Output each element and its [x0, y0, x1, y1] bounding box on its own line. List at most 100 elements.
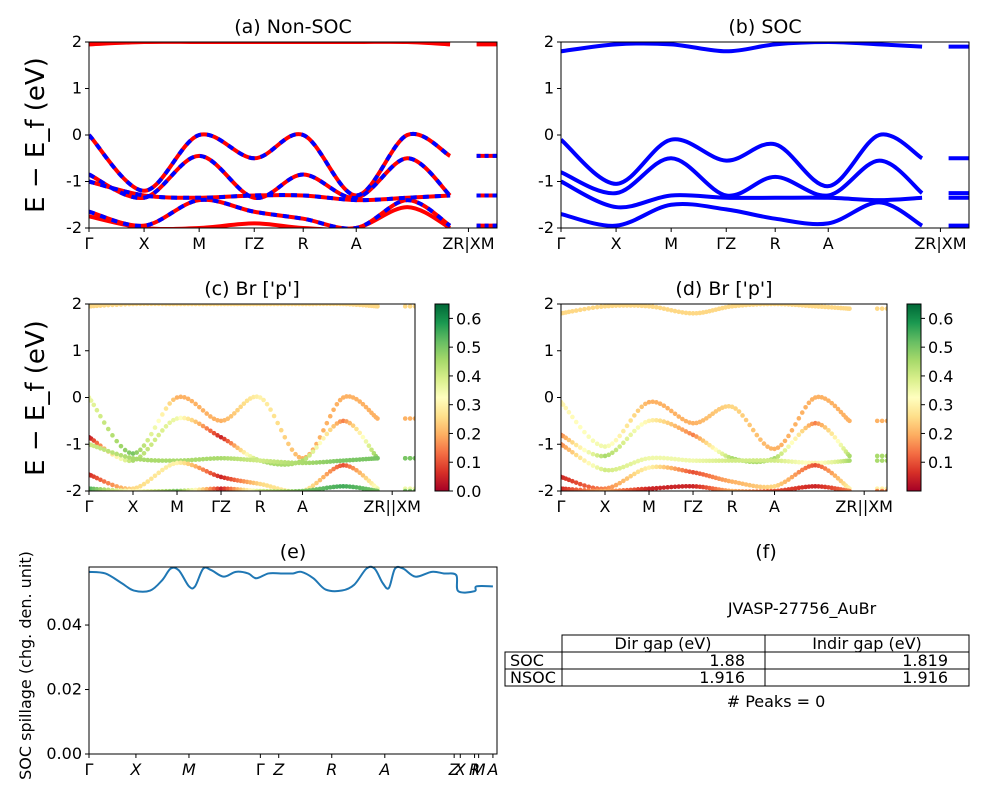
peaks-count: # Peaks = 0 — [727, 692, 826, 711]
projection-point — [286, 460, 291, 465]
projection-point — [594, 304, 600, 310]
projection-point — [635, 469, 641, 475]
projection-point — [204, 426, 210, 431]
projection-point — [307, 460, 312, 466]
projection-point — [606, 467, 611, 473]
projection-point — [211, 472, 217, 477]
band-line — [89, 205, 452, 228]
projection-point — [687, 430, 692, 436]
projection-point — [327, 413, 333, 419]
projection-point — [185, 396, 191, 402]
projection-point — [141, 304, 147, 307]
projection-point — [676, 484, 682, 489]
projection-point — [193, 401, 198, 407]
projection-point — [185, 457, 191, 463]
projection-point — [160, 488, 165, 491]
projection-point — [211, 304, 217, 307]
row-soc-label: SOC — [510, 651, 544, 670]
projection-point — [782, 448, 788, 453]
projection-point — [793, 472, 798, 477]
projection-point — [743, 458, 749, 463]
projection-point — [570, 414, 575, 420]
projection-point — [729, 404, 735, 410]
projection-point — [598, 488, 604, 491]
projection-point — [816, 484, 821, 489]
panel-e-title: (e) — [280, 541, 307, 563]
projection-point — [676, 425, 682, 431]
projection-point — [156, 458, 161, 463]
y-tick-label: 2 — [544, 294, 554, 313]
projection-point — [665, 307, 670, 312]
projection-point — [114, 304, 120, 307]
projection-point — [327, 485, 333, 490]
projection-point — [271, 304, 277, 307]
projection-point — [740, 481, 745, 487]
projection-point — [321, 436, 326, 441]
projection-point — [643, 304, 648, 309]
projection-point — [314, 441, 319, 447]
projection-point — [122, 457, 128, 463]
x-tick-label: Γ — [256, 760, 265, 779]
projection-point — [126, 488, 132, 491]
projection-point — [573, 308, 579, 313]
projection-point — [590, 451, 596, 457]
projection-point — [786, 304, 791, 307]
projection-point — [344, 484, 349, 489]
projection-point — [331, 424, 336, 429]
projection-point — [606, 488, 611, 491]
projection-point — [676, 457, 682, 462]
projection-point — [126, 450, 132, 455]
projection-point — [321, 486, 326, 491]
col-indir-gap: Indir gap (eV) — [812, 634, 922, 653]
projection-point — [303, 304, 309, 307]
projection-point — [822, 304, 828, 310]
projection-point — [167, 420, 172, 426]
projection-point — [268, 459, 273, 464]
projection-point — [758, 489, 763, 491]
projection-point — [317, 477, 323, 483]
projection-point — [261, 482, 266, 487]
projection-point — [582, 306, 587, 312]
projection-point — [149, 304, 154, 307]
projection-point — [672, 456, 678, 462]
projection-point — [94, 475, 100, 481]
projection-point — [761, 304, 767, 307]
projection-point — [264, 483, 270, 488]
x-tick-label: A — [769, 497, 780, 516]
projection-point — [412, 304, 415, 309]
projection-point — [657, 485, 663, 491]
projection-point — [197, 457, 202, 462]
projection-point — [650, 417, 656, 423]
projection-point — [676, 467, 682, 472]
projection-point — [713, 458, 719, 464]
projection-point — [586, 488, 592, 491]
projection-point — [211, 486, 217, 491]
projection-point — [765, 484, 770, 490]
projection-point — [613, 447, 619, 453]
projection-point — [118, 443, 124, 449]
projection-point — [369, 447, 374, 453]
projection-point — [282, 435, 288, 440]
projection-point — [257, 395, 263, 400]
y-tick-label: -2 — [66, 218, 82, 237]
projection-point — [204, 456, 210, 462]
projection-point — [130, 455, 136, 461]
projection-point — [101, 304, 107, 308]
projection-point — [114, 451, 120, 457]
y-axis-label-row1: E − E_f (eV) — [21, 57, 51, 213]
x-tick-label: ZR||XM — [363, 497, 421, 516]
projection-point — [617, 488, 622, 491]
x-tick-label: Γ — [85, 234, 94, 253]
projection-point — [156, 432, 161, 438]
projection-point — [799, 304, 805, 308]
projection-point — [832, 403, 838, 409]
projection-point — [289, 447, 295, 452]
band-line — [561, 132, 924, 189]
projection-point — [796, 469, 802, 475]
projection-point — [624, 463, 630, 468]
projection-point — [241, 401, 247, 406]
panel-f-title: (f) — [755, 541, 777, 563]
projection-point — [324, 420, 330, 426]
projection-point — [178, 488, 184, 491]
y-tick-label: 0.04 — [46, 615, 82, 634]
